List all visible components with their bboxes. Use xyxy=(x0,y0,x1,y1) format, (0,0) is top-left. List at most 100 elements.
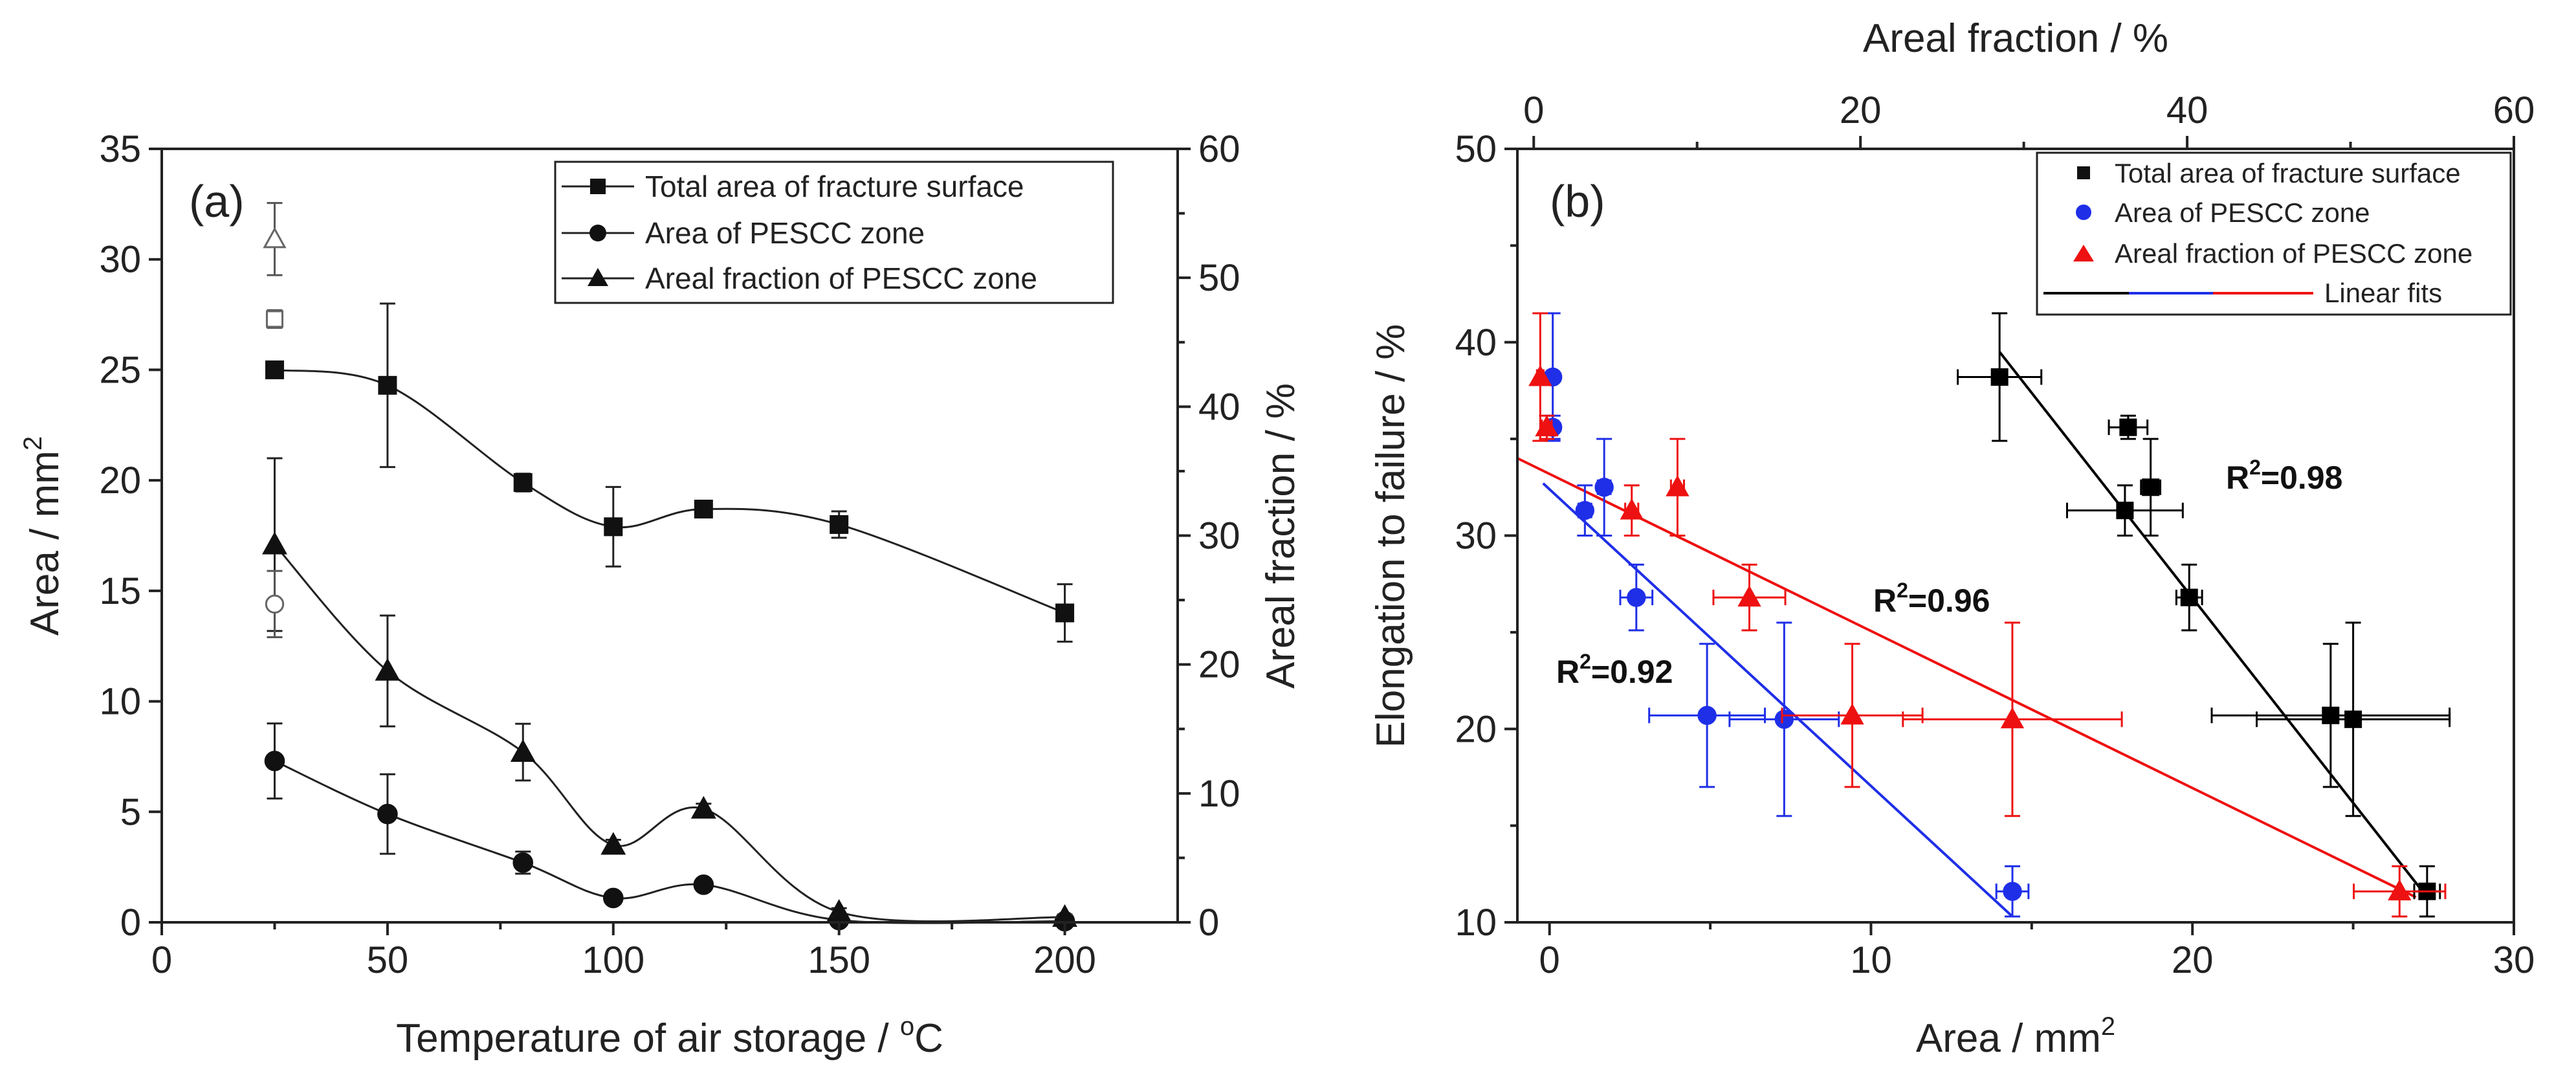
r2-annotation-black: R2=0.98 xyxy=(2226,456,2342,496)
legend-a-marker-2 xyxy=(588,268,608,286)
a-y2tick-label: 50 xyxy=(1198,257,1240,299)
legend-b-item-2: Areal fraction of PESCC zone xyxy=(2073,238,2472,269)
panel-b-legend: Total area of fracture surface Area of P… xyxy=(2036,151,2512,316)
b-series-2-point xyxy=(2388,879,2412,901)
b-series-0-point xyxy=(2116,502,2134,520)
a-ytick-label: 15 xyxy=(99,570,141,612)
panel-b-x2label: Areal fraction / % xyxy=(1863,16,2168,61)
a-ytick-label: 10 xyxy=(99,681,141,723)
b-series-2-point xyxy=(2000,707,2025,729)
panel-b-ticks: 0 10 20 30 0 20 40 60 10 20 30 40 50 xyxy=(1455,89,2535,981)
legend-b-marker-1 xyxy=(2076,205,2091,220)
a-y2tick-label: 40 xyxy=(1198,386,1240,428)
a-y2tick-label: 10 xyxy=(1198,773,1240,815)
b-x2tick-label: 40 xyxy=(2166,89,2208,131)
b-xtick-label: 10 xyxy=(1850,939,1892,981)
panel-a-xlabel: Temperature of air storage / oC xyxy=(396,1012,943,1061)
b-ytick-label: 20 xyxy=(1455,708,1497,750)
a-series-1-point xyxy=(693,874,714,895)
b-x2tick-label: 20 xyxy=(1840,89,1882,131)
a-series-0-point xyxy=(265,360,284,379)
b-series-2-point xyxy=(1620,498,1644,520)
b-series-2-point xyxy=(1737,585,1761,607)
a-ytick-label: 20 xyxy=(99,460,141,502)
r2-annotation-blue: R2=0.92 xyxy=(1556,650,1673,690)
legend-a-item-0: Total area of fracture surface xyxy=(562,170,1024,203)
a-ytick-label: 0 xyxy=(120,902,141,944)
a-open-point-2 xyxy=(263,227,287,249)
a-xtick-label: 200 xyxy=(1033,939,1096,981)
legend-b-marker-0 xyxy=(2077,166,2090,179)
a-series-1-point xyxy=(377,803,398,825)
b-series-0-point xyxy=(1990,368,2009,386)
a-xtick-label: 100 xyxy=(582,939,644,981)
b-series-0-point xyxy=(2322,706,2340,724)
b-series-1-point xyxy=(1774,709,1794,729)
r2-annotation-red: R2=0.96 xyxy=(1873,579,1990,619)
a-y2tick-label: 0 xyxy=(1198,902,1219,944)
a-open-point-0 xyxy=(265,310,283,328)
panel-a-ticks: 0 50 100 150 200 0 5 10 15 20 25 30 35 0 10 20 30 40 50 60 xyxy=(99,128,1240,981)
b-ytick-label: 10 xyxy=(1455,902,1497,944)
a-series-2-curve xyxy=(274,544,1065,923)
a-series-0-point xyxy=(1055,603,1075,623)
b-series-0-point xyxy=(2180,588,2198,606)
a-xtick-label: 0 xyxy=(151,939,172,981)
legend-b-item-0: Total area of fracture surface xyxy=(2077,158,2461,188)
a-ytick-label: 30 xyxy=(99,239,141,281)
panel-a-label: (a) xyxy=(189,176,245,227)
legend-a-label-0: Total area of fracture surface xyxy=(645,170,1024,203)
panel-b-ylabel: Elongation to failure / % xyxy=(1369,324,1413,748)
legend-a-label-2: Areal fraction of PESCC zone xyxy=(645,261,1037,295)
a-series-2-point xyxy=(600,832,626,855)
a-series-2-point xyxy=(690,795,716,819)
legend-a-item-1: Area of PESCC zone xyxy=(562,216,925,250)
b-series-1-point xyxy=(1575,500,1595,520)
panel-b-marks xyxy=(1517,312,2451,918)
a-xtick-label: 150 xyxy=(808,939,870,981)
b-fit-line-2 xyxy=(1517,457,2417,898)
a-ytick-label: 25 xyxy=(99,349,141,391)
legend-b-item-1: Area of PESCC zone xyxy=(2076,197,2370,228)
b-series-0-point xyxy=(2119,418,2137,436)
legend-b-item-3: Linear fits xyxy=(2043,278,2442,308)
b-ytick-label: 40 xyxy=(1455,322,1497,364)
b-ytick-label: 50 xyxy=(1455,128,1497,170)
legend-b-label-2: Areal fraction of PESCC zone xyxy=(2115,238,2472,269)
b-fit-line-1 xyxy=(1542,482,2014,918)
chart-panel-a: 0 50 100 150 200051015202530350102030405060 … xyxy=(19,128,1303,1061)
a-series-1-point xyxy=(512,852,534,873)
a-series-1-point xyxy=(602,887,624,909)
a-series-0-point xyxy=(830,515,849,534)
b-series-2-point xyxy=(1535,415,1559,437)
a-series-0-point xyxy=(378,375,397,395)
a-ytick-label: 5 xyxy=(120,791,141,833)
a-series-2-point xyxy=(261,531,287,555)
legend-a-marker-0 xyxy=(590,179,606,194)
a-series-2-point xyxy=(375,658,401,681)
b-ytick-label: 30 xyxy=(1455,515,1497,557)
b-xtick-label: 20 xyxy=(2172,939,2214,981)
b-series-1-point xyxy=(1594,478,1614,497)
panel-b-legend-box xyxy=(2036,151,2512,316)
a-y2tick-label: 30 xyxy=(1198,515,1240,557)
legend-b-label-3: Linear fits xyxy=(2324,278,2442,308)
b-series-2-point xyxy=(1840,703,1864,725)
legend-a-label-1: Area of PESCC zone xyxy=(645,216,925,250)
a-y2tick-label: 60 xyxy=(1198,128,1240,170)
b-x2tick-label: 0 xyxy=(1523,89,1544,131)
legend-b-label-1: Area of PESCC zone xyxy=(2115,197,2370,228)
a-series-2-point xyxy=(826,899,852,922)
b-x2tick-label: 60 xyxy=(2493,89,2535,131)
b-series-1-point xyxy=(2003,882,2022,901)
panel-a-y2label: Areal fraction / % xyxy=(1259,383,1303,689)
a-series-0-point xyxy=(513,473,533,493)
a-y2tick-label: 20 xyxy=(1198,644,1240,686)
legend-a-marker-1 xyxy=(589,225,606,241)
b-fit-line-0 xyxy=(1998,351,2428,898)
a-series-1-curve xyxy=(274,760,1065,924)
a-series-0-curve xyxy=(274,368,1066,614)
a-xtick-label: 50 xyxy=(367,939,409,981)
b-series-0-point xyxy=(2344,710,2362,728)
